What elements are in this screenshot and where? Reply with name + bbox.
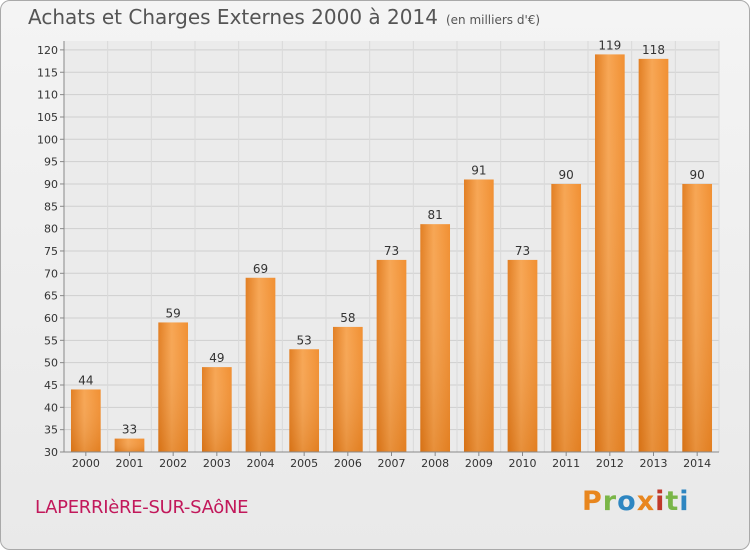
bar-shade (463, 179, 494, 452)
y-tick-label: 40 (44, 401, 58, 414)
x-tick-label: 2008 (421, 457, 449, 470)
data-label: 58 (340, 311, 355, 325)
data-label: 44 (78, 373, 93, 387)
y-tick-label: 70 (44, 267, 58, 280)
x-tick-label: 2014 (683, 457, 711, 470)
logo-letter: i (655, 486, 666, 517)
bar-shade (376, 259, 407, 452)
x-tick-label: 2004 (247, 457, 275, 470)
logo-letter: i (679, 486, 690, 517)
y-tick-label: 95 (44, 156, 58, 169)
y-tick-label: 65 (44, 290, 58, 303)
y-tick-label: 100 (37, 133, 58, 146)
data-label: 90 (559, 168, 574, 182)
bar-shade (332, 326, 363, 452)
bar-shade (420, 224, 451, 452)
data-label: 118 (642, 43, 665, 57)
y-tick-label: 90 (44, 178, 58, 191)
y-tick-label: 35 (44, 424, 58, 437)
bar-shade (158, 322, 189, 452)
chart-title: Achats et Charges Externes 2000 à 2014 (e… (28, 5, 540, 29)
chart-subtitle: (en milliers d'€) (445, 13, 541, 27)
x-tick-label: 2010 (509, 457, 537, 470)
bar-shade (201, 367, 232, 452)
proxiti-logo: Proxiti (582, 486, 690, 517)
x-tick-label: 2009 (465, 457, 493, 470)
bar-shade (289, 349, 320, 452)
x-tick-label: 2006 (334, 457, 362, 470)
chart-title-text: Achats et Charges Externes 2000 à 2014 (28, 5, 438, 29)
logo-letter: t (665, 486, 680, 517)
data-label: 69 (253, 262, 268, 276)
y-tick-label: 55 (44, 334, 58, 347)
bar-shade (70, 389, 101, 452)
data-label: 119 (598, 38, 621, 52)
y-tick-label: 80 (44, 223, 58, 236)
bar-shade (638, 58, 669, 452)
logo-letter: x (636, 486, 656, 517)
x-tick-label: 2011 (552, 457, 580, 470)
y-tick-label: 120 (37, 44, 58, 57)
data-label: 53 (297, 333, 312, 347)
bar-shade (551, 183, 582, 452)
logo-letter: o (617, 486, 637, 517)
bar-shade (245, 277, 276, 452)
y-tick-label: 105 (37, 111, 58, 124)
data-label: 73 (384, 244, 399, 258)
bar-shade (594, 54, 625, 453)
logo-letter: r (602, 486, 618, 517)
y-tick-label: 30 (44, 446, 58, 459)
y-tick-label: 75 (44, 245, 58, 258)
y-tick-label: 45 (44, 379, 58, 392)
y-tick-label: 50 (44, 357, 58, 370)
y-tick-label: 115 (37, 66, 58, 79)
x-tick-label: 2001 (116, 457, 144, 470)
data-label: 49 (209, 351, 224, 365)
bar-shade (507, 259, 538, 452)
logo-letter: P (582, 486, 603, 517)
bar-shade (682, 183, 713, 452)
data-label: 59 (166, 306, 181, 320)
data-label: 73 (515, 244, 530, 258)
bar-shade (114, 438, 145, 452)
location-name: LAPERRIèRE-SUR-SAôNE (35, 497, 249, 518)
x-tick-label: 2003 (203, 457, 231, 470)
x-tick-label: 2012 (596, 457, 624, 470)
x-tick-label: 2002 (159, 457, 187, 470)
data-label: 33 (122, 423, 137, 437)
x-tick-label: 2007 (378, 457, 406, 470)
x-tick-label: 2005 (290, 457, 318, 470)
y-tick-label: 60 (44, 312, 58, 325)
data-label: 81 (428, 208, 443, 222)
y-tick-label: 110 (37, 89, 58, 102)
data-label: 91 (471, 163, 486, 177)
x-tick-label: 2013 (640, 457, 668, 470)
y-tick-label: 85 (44, 200, 58, 213)
x-tick-label: 2000 (72, 457, 100, 470)
data-label: 90 (690, 168, 705, 182)
